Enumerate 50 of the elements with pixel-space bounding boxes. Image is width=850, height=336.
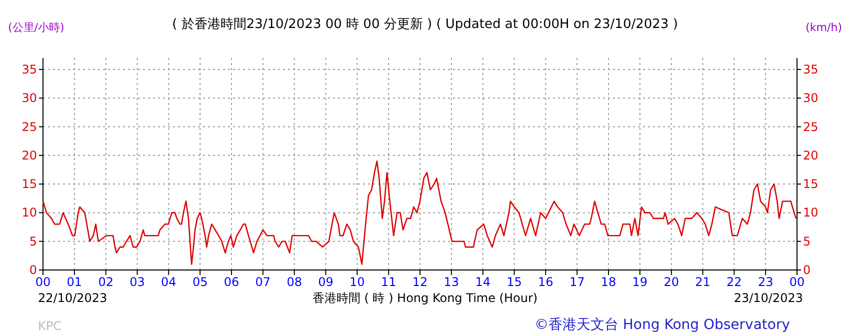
x-tick-label: 15 bbox=[506, 275, 522, 289]
x-tick-label: 09 bbox=[318, 275, 334, 289]
y-tick-label: 30 bbox=[22, 91, 37, 106]
y2-tick-label: 10 bbox=[803, 206, 818, 220]
x-tick-label: 00 bbox=[789, 275, 805, 289]
x-tick-label: 20 bbox=[664, 275, 679, 289]
x-tick-label: 17 bbox=[569, 275, 585, 289]
x-tick-label: 21 bbox=[695, 275, 710, 289]
x-tick-label: 11 bbox=[380, 275, 396, 289]
x-tick-label: 05 bbox=[192, 275, 208, 289]
text: ©香港天文台 Hong Kong Observatory bbox=[534, 317, 790, 333]
y-tick-label: 10 bbox=[22, 206, 37, 220]
y-tick-label: 35 bbox=[22, 62, 37, 76]
x-tick-label: 06 bbox=[224, 275, 240, 289]
x-tick-label: 18 bbox=[600, 275, 616, 289]
x-tick-label: 13 bbox=[444, 275, 460, 289]
x-tick-label: 23 bbox=[758, 275, 774, 289]
y2-tick-label: 0 bbox=[803, 263, 811, 277]
x-tick-label: 16 bbox=[538, 275, 554, 289]
y-axis-title: (公里/小時) bbox=[8, 21, 64, 34]
text: 22/10/2023 bbox=[38, 291, 108, 305]
y2-tick-label: 5 bbox=[803, 234, 811, 248]
y-tick-label: 5 bbox=[29, 234, 37, 248]
y-tick-label: 0 bbox=[29, 263, 37, 277]
x-tick-label: 00 bbox=[35, 275, 51, 289]
text: 23/10/2023 bbox=[734, 291, 803, 305]
y2-axis-title: (km/h) bbox=[806, 21, 842, 34]
y2-tick-label: 25 bbox=[803, 120, 818, 134]
y-tick-label: 25 bbox=[22, 120, 37, 134]
y-tick-label: 15 bbox=[22, 177, 37, 192]
line-series bbox=[42, 160, 797, 265]
x-tick-label: 10 bbox=[350, 275, 365, 289]
y2-tick-label: 20 bbox=[803, 148, 818, 162]
x-tick-label: 19 bbox=[632, 275, 648, 289]
x-axis-title: 香港時間 ( 時 ) Hong Kong Time (Hour) bbox=[312, 291, 538, 305]
x-tick-label: 14 bbox=[475, 275, 490, 289]
chart-title: ( 於香港時間23/10/2023 00 時 00 分更新 ) ( Updated at 00:00H on 23/10/2023 ) bbox=[172, 17, 678, 32]
text: KPC bbox=[38, 319, 62, 333]
x-tick-label: 12 bbox=[412, 275, 428, 289]
x-tick-label: 22 bbox=[726, 275, 742, 289]
y-tick-label: 20 bbox=[22, 148, 37, 162]
y2-tick-label: 30 bbox=[803, 91, 818, 106]
y2-tick-label: 15 bbox=[803, 177, 818, 192]
x-tick-label: 01 bbox=[66, 275, 82, 289]
x-tick-label: 04 bbox=[161, 275, 176, 289]
x-tick-label: 08 bbox=[286, 275, 302, 289]
y2-tick-label: 35 bbox=[803, 62, 818, 76]
x-tick-label: 03 bbox=[130, 275, 145, 289]
x-tick-label: 07 bbox=[255, 275, 271, 289]
x-tick-label: 02 bbox=[98, 275, 114, 289]
